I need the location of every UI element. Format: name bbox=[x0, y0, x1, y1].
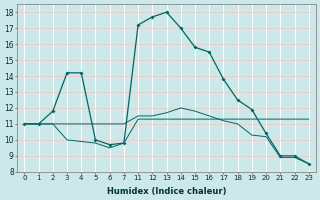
X-axis label: Humidex (Indice chaleur): Humidex (Indice chaleur) bbox=[107, 187, 226, 196]
